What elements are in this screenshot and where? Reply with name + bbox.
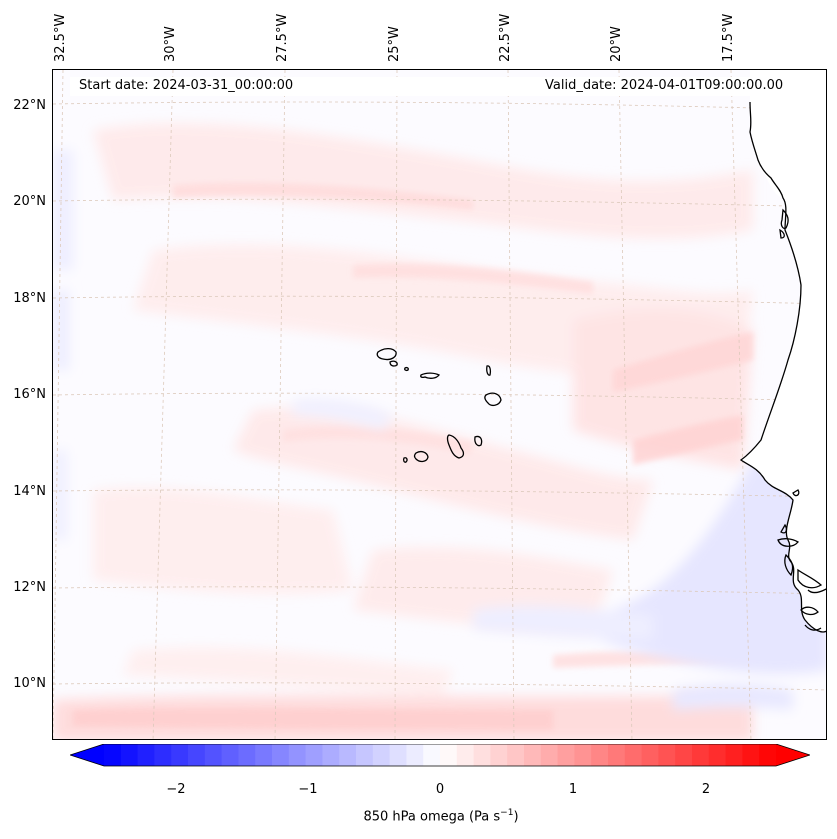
colorbar-title-main: 850 hPa omega (Pa s — [363, 809, 501, 825]
colorbar-tick-label: −2 — [166, 782, 186, 797]
date-info-bar — [70, 77, 810, 96]
colorbar-segment — [641, 744, 659, 766]
coastline — [739, 101, 826, 633]
colorbar-segment — [339, 744, 357, 766]
colorbar-segment — [255, 744, 273, 766]
colorbar-segment — [221, 744, 239, 766]
colorbar-segment — [658, 744, 676, 766]
colorbar — [70, 744, 810, 767]
colorbar-title: 850 hPa omega (Pa s−1) — [0, 808, 837, 824]
colorbar-segment — [708, 744, 727, 766]
lon-label: 30°W — [163, 26, 178, 62]
colorbar-segment — [574, 744, 592, 766]
colorbar-tick-label: 0 — [435, 782, 445, 797]
lon-label: 27.5°W — [275, 13, 290, 62]
omega-positive-streaks — [73, 182, 753, 730]
lon-label: 22.5°W — [498, 13, 513, 62]
island-brava — [402, 457, 408, 463]
colorbar-segment — [624, 744, 643, 766]
island-sao-nicolau — [420, 372, 440, 379]
colorbar-segment — [440, 744, 458, 766]
colorbar-segment — [305, 744, 323, 766]
graticule — [53, 70, 826, 739]
colorbar-segment — [288, 744, 307, 766]
colorbar-segment — [104, 744, 122, 766]
map-panel — [52, 69, 827, 740]
colorbar-segment — [591, 744, 609, 766]
colorbar-segments — [70, 744, 810, 766]
lon-label: 32.5°W — [53, 13, 68, 62]
lon-label: 20°W — [609, 26, 624, 62]
island-santa-luzia — [404, 366, 409, 372]
island-santiago — [446, 434, 465, 459]
colorbar-segment — [188, 744, 206, 766]
lat-label: 20°N — [13, 194, 46, 209]
africa-landmass — [741, 70, 826, 632]
lon-label: 25°W — [387, 26, 402, 62]
colorbar-segment — [171, 744, 189, 766]
colorbar-segment — [154, 744, 172, 766]
colorbar-segment — [322, 744, 340, 766]
colorbar-segment — [137, 744, 155, 766]
colorbar-tick-label: 1 — [568, 782, 578, 797]
lat-label: 22°N — [13, 98, 46, 113]
colorbar-segment — [725, 744, 743, 766]
island-santo-antao — [376, 347, 397, 361]
island-sao-vicente — [389, 360, 398, 367]
colorbar-extend-high — [776, 744, 810, 766]
lat-label: 18°N — [13, 291, 46, 306]
colorbar-outline — [70, 744, 810, 767]
colorbar-segment — [557, 744, 575, 766]
start-date-label: Start date: 2024-03-31_00:00:00 — [79, 78, 294, 93]
colorbar-segment — [389, 744, 407, 766]
colorbar-segment — [608, 744, 626, 766]
colorbar-extend-low — [70, 744, 104, 766]
colorbar-segment — [372, 744, 391, 766]
colorbar-segment — [356, 744, 374, 766]
omega-negative-field — [53, 150, 826, 710]
colorbar-segment — [238, 744, 256, 766]
colorbar-segment — [120, 744, 139, 766]
lat-label: 10°N — [13, 676, 46, 691]
colorbar-segment — [742, 744, 760, 766]
lon-label: 17.5°W — [721, 13, 736, 62]
colorbar-segment — [423, 744, 441, 766]
colorbar-title-unit-exponent: −1 — [500, 808, 514, 818]
valid-date-label: Valid_date: 2024-04-01T09:00:00.00 — [545, 78, 784, 93]
colorbar-segment — [456, 744, 475, 766]
omega-field-map — [53, 70, 826, 739]
colorbar-segment — [692, 744, 710, 766]
island-maio — [474, 435, 483, 447]
lat-label: 16°N — [13, 387, 46, 402]
colorbar-segment — [675, 744, 693, 766]
colorbar-segment — [540, 744, 559, 766]
cape-verde-islands — [376, 347, 502, 463]
colorbar-segment — [490, 744, 508, 766]
colorbar-segment — [759, 744, 777, 766]
colorbar-tick-label: 2 — [701, 782, 711, 797]
colorbar-segment — [272, 744, 290, 766]
island-boa-vista — [484, 392, 502, 407]
colorbar-segment — [507, 744, 525, 766]
lat-label: 12°N — [13, 580, 46, 595]
colorbar-segment — [473, 744, 491, 766]
island-sal — [486, 365, 492, 376]
lat-label: 14°N — [13, 484, 46, 499]
island-fogo — [413, 450, 429, 463]
colorbar-title-end: ) — [513, 809, 519, 825]
colorbar-segment — [406, 744, 424, 766]
colorbar-segment — [524, 744, 542, 766]
colorbar-segment — [204, 744, 223, 766]
colorbar-tick-label: −1 — [298, 782, 318, 797]
